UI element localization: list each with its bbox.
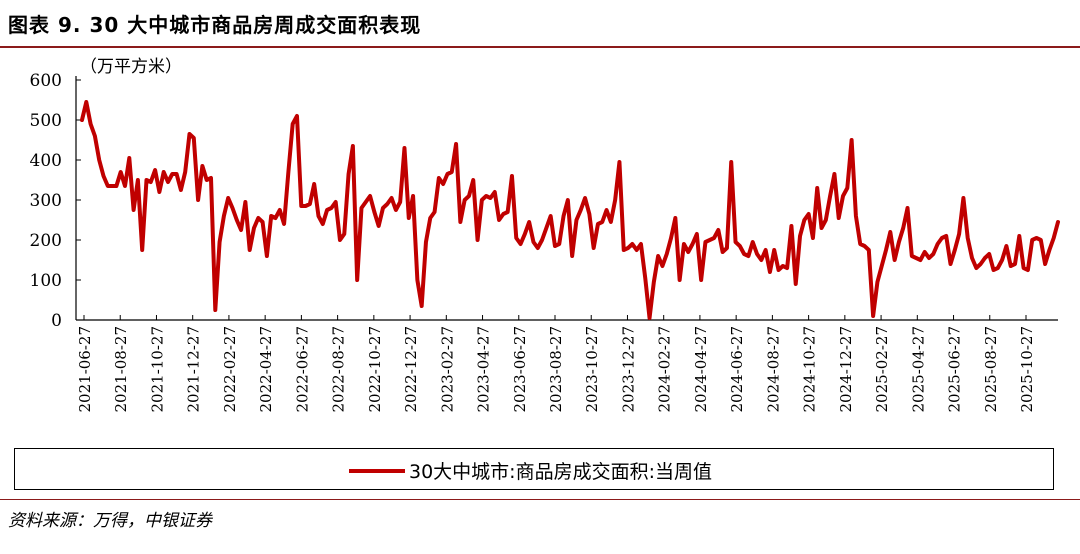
chart-title: 图表 9. 30 大中城市商品房周成交面积表现 xyxy=(8,13,422,37)
series-line xyxy=(80,100,1060,320)
y-axis: 0 100 200 300 400 500 600 xyxy=(30,71,81,331)
y-tick-label: 300 xyxy=(30,191,62,211)
x-tick-label: 2022-10-27 xyxy=(366,326,384,412)
legend-swatch xyxy=(349,468,405,473)
x-tick-label: 2025-04-27 xyxy=(909,326,927,412)
series-layer xyxy=(80,100,1060,320)
x-tick-label: 2023-08-27 xyxy=(547,326,565,412)
x-tick-label: 2024-04-27 xyxy=(692,326,710,412)
source-note: 资料来源：万得，中银证券 xyxy=(8,511,212,531)
x-tick-label: 2025-02-27 xyxy=(873,326,891,412)
x-tick-label: 2022-02-27 xyxy=(221,326,239,412)
x-tick-label: 2024-12-27 xyxy=(837,326,855,412)
x-tick-label: 2022-06-27 xyxy=(293,326,311,412)
y-tick-label: 0 xyxy=(51,311,62,331)
x-tick-label: 2022-04-27 xyxy=(257,326,275,412)
line-chart: 0 100 200 300 400 500 600 2021-06-27 2021-08-27… xyxy=(30,57,1060,412)
x-tick-label: 2022-08-27 xyxy=(330,326,348,412)
x-tick-label: 2024-08-27 xyxy=(764,326,782,412)
x-tick-label: 2023-04-27 xyxy=(475,326,493,412)
x-tick-label: 2021-06-27 xyxy=(76,326,94,412)
x-tick-label: 2021-12-27 xyxy=(185,326,203,412)
y-tick-label: 600 xyxy=(30,71,62,91)
x-tick-label: 2024-02-27 xyxy=(656,326,674,412)
x-tick-label: 2022-12-27 xyxy=(402,326,420,412)
legend: 30大中城市:商品房成交面积:当周值 xyxy=(14,448,1054,490)
x-tick-label: 2025-10-27 xyxy=(1018,326,1036,412)
x-tick-label: 2025-06-27 xyxy=(946,326,964,412)
legend-entry: 30大中城市:商品房成交面积:当周值 xyxy=(349,457,712,484)
y-tick-label: 400 xyxy=(30,151,62,171)
x-tick-label: 2025-08-27 xyxy=(982,326,1000,412)
x-tick-label: 2023-06-27 xyxy=(511,326,529,412)
source-divider xyxy=(0,499,1080,500)
x-axis: 2021-06-27 2021-08-27 2021-10-27 2021-12-27… xyxy=(76,315,1058,412)
y-tick-label: 200 xyxy=(30,231,62,251)
x-tick-label: 2021-10-27 xyxy=(148,326,166,412)
x-tick-label: 2023-02-27 xyxy=(438,326,456,412)
y-unit-label: （万平方米） xyxy=(80,57,182,77)
x-tick-label: 2023-12-27 xyxy=(619,326,637,412)
x-tick-label: 2024-10-27 xyxy=(801,326,819,412)
x-tick-label: 2024-06-27 xyxy=(728,326,746,412)
x-tick-label: 2023-10-27 xyxy=(583,326,601,412)
x-tick-label: 2021-08-27 xyxy=(112,326,130,412)
y-tick-label: 500 xyxy=(30,111,62,131)
y-tick-label: 100 xyxy=(30,271,62,291)
legend-label: 30大中城市:商品房成交面积:当周值 xyxy=(409,461,712,483)
title-bar: 图表 9. 30 大中城市商品房周成交面积表现 xyxy=(0,0,1080,48)
